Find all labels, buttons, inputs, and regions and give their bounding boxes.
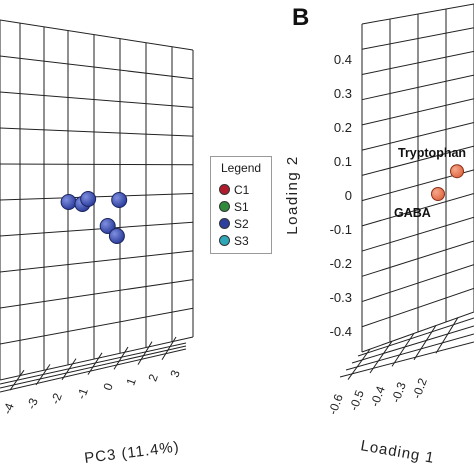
y-tick-label-1: 0.3 — [334, 86, 352, 101]
data-point-s2-2 — [80, 191, 97, 207]
floor-hline-2 — [0, 348, 187, 393]
x-axis-label: PC3 (11.4%) — [83, 438, 180, 467]
grid-hline-3 — [361, 74, 474, 101]
data-label-0: Tryptophan — [398, 146, 466, 160]
y-tick-label-2: 0.2 — [334, 120, 352, 135]
grid-hline-1 — [0, 55, 194, 80]
legend-item-c1: C1 — [219, 183, 249, 197]
legend-label-s2: S2 — [234, 217, 249, 231]
y-tick-label-7: -0.3 — [330, 290, 352, 305]
legend-item-s2: S2 — [219, 217, 249, 231]
y-tick-label-4: 0 — [345, 188, 352, 203]
x-tick-label-4: 0 — [100, 381, 116, 392]
x-tick-label-0: -4 — [0, 401, 17, 416]
floor-line-5 — [113, 346, 129, 370]
grid-hline-9 — [0, 307, 194, 345]
x-tick-label-1: -3 — [24, 396, 41, 411]
x-tick-label-3: -0.3 — [389, 380, 409, 405]
data-point-s2-5 — [108, 228, 125, 244]
legend-box: Legend C1 S1 S2 S3 — [210, 156, 272, 254]
floor-hline-1 — [0, 345, 187, 389]
data-label-1: GABA — [394, 206, 431, 220]
legend-label-c1: C1 — [234, 183, 250, 197]
legend-title: Legend — [221, 161, 262, 175]
x-tick-label-7: 3 — [167, 368, 183, 379]
grid-hline-5 — [361, 121, 474, 151]
floor-line-6 — [137, 341, 153, 365]
grid-hline-4 — [0, 163, 194, 166]
grid-hline-9 — [361, 216, 474, 252]
grid-hline-5 — [0, 193, 194, 201]
legend-label-s3: S3 — [234, 234, 249, 248]
legend-item-s3: S3 — [219, 234, 249, 248]
data-point-s2-4 — [99, 218, 116, 234]
y-tick-label-3: 0.1 — [334, 154, 352, 169]
data-point-s2-0 — [60, 194, 77, 210]
grid-hline-10 — [0, 336, 194, 381]
grid-hline-6 — [361, 145, 474, 176]
grid-hline-2 — [0, 91, 194, 108]
legend-marker-s3 — [219, 235, 230, 246]
legend-label-s1: S1 — [234, 200, 249, 214]
grid-hline-10 — [361, 240, 474, 277]
x-tick-label-2: -2 — [48, 391, 65, 406]
grid-hline-8 — [361, 193, 474, 227]
floor-vline-1 — [369, 340, 393, 374]
floor-line-7 — [161, 336, 177, 361]
grid-hline-2 — [361, 50, 474, 75]
floor-hline-2 — [345, 333, 474, 371]
grid-hline-4 — [361, 98, 474, 126]
x-tick-label-0: -0.6 — [326, 392, 346, 417]
y-tick-label-6: -0.2 — [330, 256, 352, 271]
y-tick-label-0: 0.4 — [334, 52, 352, 67]
floor-vline-2 — [391, 333, 415, 367]
grid-hline-3 — [0, 127, 194, 137]
floor-vline-0 — [347, 348, 371, 380]
panel-letter: B — [292, 4, 309, 31]
x-tick-label-5: 1 — [123, 376, 139, 387]
grid-hline-13 — [361, 311, 474, 353]
grid-hline-0 — [0, 19, 194, 51]
data-point-s2-3 — [111, 192, 128, 208]
grid-hline-6 — [0, 221, 194, 237]
legend-marker-s1 — [219, 201, 230, 212]
x-tick-label-3: -1 — [74, 386, 91, 401]
data-point-0 — [450, 164, 464, 179]
grid-hline-8 — [0, 279, 194, 309]
legend-item-s1: S1 — [219, 200, 249, 214]
legend-marker-s2 — [219, 218, 230, 229]
grid-hline-12 — [361, 287, 474, 328]
floor-hline-3 — [339, 341, 474, 378]
y-tick-label-5: -0.1 — [330, 222, 352, 237]
grid-hline-7 — [0, 250, 194, 273]
x-tick-label-4: -0.2 — [410, 376, 430, 401]
grid-hline-0 — [361, 3, 474, 25]
floor-hline-1 — [351, 325, 474, 364]
panel-a-plot: -4 -3 -2 -1 0 1 2 3 PC3 (11.4%) — [0, 19, 194, 467]
y-axis-label: Loading 2 — [284, 155, 301, 234]
floor-hline-0 — [357, 317, 474, 357]
x-tick-label-6: 2 — [145, 372, 161, 383]
grid-hline-1 — [361, 27, 474, 50]
floor-vline-3 — [413, 325, 437, 361]
data-point-1 — [431, 187, 445, 201]
floor-vline-4 — [435, 317, 459, 354]
x-tick-label-1: -0.5 — [347, 388, 367, 413]
y-tick-label-8: -0.4 — [330, 324, 352, 339]
floor-hline-0 — [0, 342, 187, 385]
grid-hline-11 — [361, 264, 474, 303]
x-axis-label: Loading 1 — [359, 437, 436, 467]
x-tick-label-2: -0.4 — [368, 384, 388, 409]
legend-marker-c1 — [219, 184, 230, 195]
